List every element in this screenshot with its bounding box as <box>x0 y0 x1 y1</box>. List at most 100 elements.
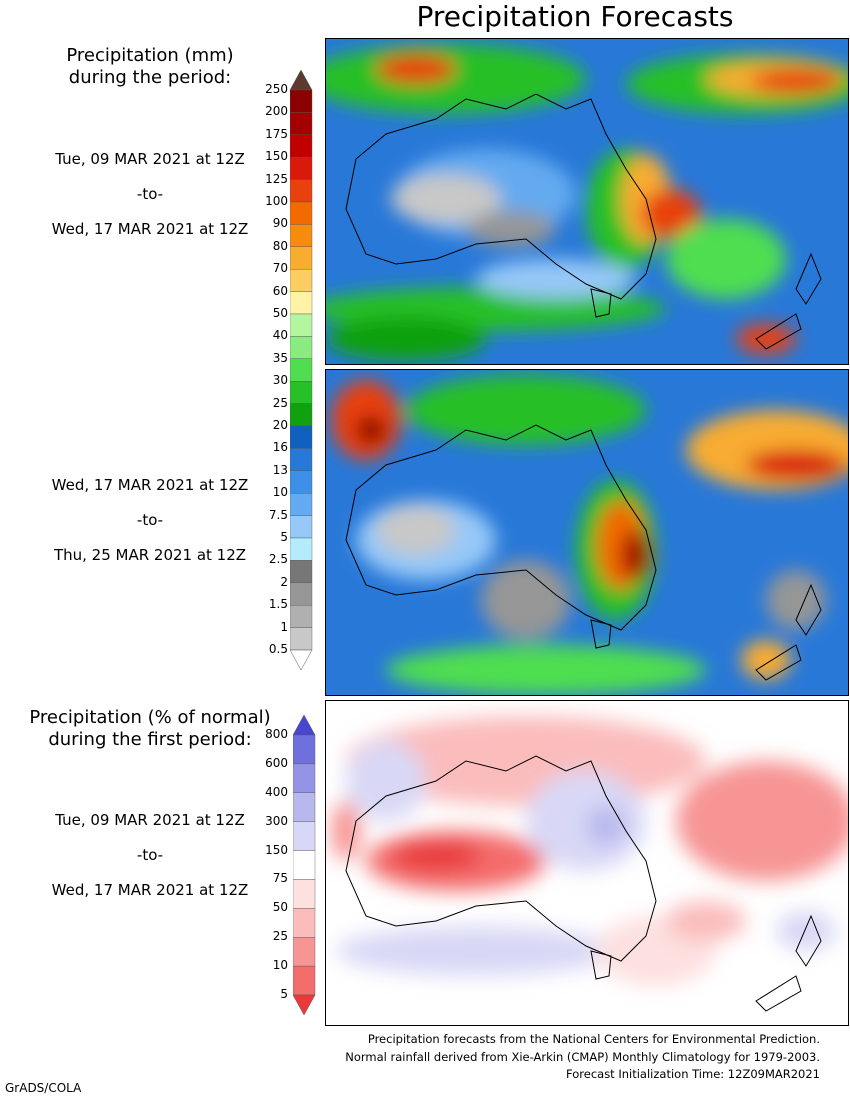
accumulation-colorbar <box>290 70 313 670</box>
colorbar-tick-label: 150 <box>265 842 288 857</box>
map-panel-percent-normal <box>325 700 849 1026</box>
colorbar-tick-label: 1.5 <box>268 597 288 612</box>
footer-line2: Normal rainfall derived from Xie-Arkin (… <box>345 1049 820 1064</box>
australia-coastline <box>345 93 657 300</box>
period3-end: Wed, 17 MAR 2021 at 12Z <box>51 881 249 899</box>
colorbar-tick-label: 400 <box>265 784 288 799</box>
percent-legend-heading-line2: during the first period: <box>48 729 252 750</box>
colorbar-tick-label: 70 <box>272 261 288 276</box>
page-title: Precipitation Forecasts <box>416 0 734 33</box>
colorbar-tick-label: 5 <box>280 530 288 544</box>
colorbar-segment <box>290 582 313 606</box>
colorbar-segment <box>290 425 313 449</box>
colorbar-tick-label: 50 <box>272 900 288 915</box>
colorbar-segment <box>290 448 313 471</box>
australia-coastline <box>345 424 657 631</box>
new-zealand-coastline <box>755 914 822 1012</box>
colorbar-tick-label: 90 <box>272 216 288 231</box>
period1-end: Wed, 17 MAR 2021 at 12Z <box>51 220 249 238</box>
map-panel-period2 <box>325 369 849 696</box>
precip-map-period1 <box>326 39 848 364</box>
colorbar-segment <box>290 156 313 180</box>
colorbar-tick-label: 30 <box>272 373 288 388</box>
colorbar-segment <box>290 560 313 583</box>
colorbar-tick-label: 10 <box>272 958 288 973</box>
percent-colorbar <box>293 715 316 1015</box>
colorbar-tick-label: 10 <box>272 485 288 500</box>
period2-to: -to- <box>136 511 164 529</box>
colorbar-tick-label: 2.5 <box>268 552 288 567</box>
period2-text: Wed, 17 MAR 2021 at 12Z -to- Thu, 25 MAR… <box>0 468 300 573</box>
tasmania-coastline <box>590 950 612 980</box>
colorbar-segment <box>293 908 316 938</box>
colorbar-segment <box>293 937 316 967</box>
colorbar-tick-label: 75 <box>272 871 288 886</box>
precip-map-period2 <box>326 370 848 695</box>
colorbar-segment <box>290 179 313 203</box>
period3-start: Tue, 09 MAR 2021 at 12Z <box>55 811 245 829</box>
colorbar-segment <box>290 268 313 292</box>
colorbar-tick-label: 800 <box>265 727 288 741</box>
colorbar-segment <box>290 112 313 136</box>
colorbar-segment <box>290 403 313 427</box>
accumulation-legend-heading-line2: during the period: <box>68 67 232 88</box>
period1-start: Tue, 09 MAR 2021 at 12Z <box>55 150 245 168</box>
period3-to: -to- <box>136 846 164 864</box>
period2-end: Thu, 25 MAR 2021 at 12Z <box>53 546 247 564</box>
new-zealand-coastline <box>755 583 822 681</box>
colorbar-segment <box>290 605 313 628</box>
colorbar-tick-label: 1 <box>280 619 288 634</box>
colorbar-tick-label: 60 <box>272 283 288 298</box>
colorbar-tick-label: 250 <box>265 82 288 96</box>
colorbar-tick-label: 80 <box>272 238 288 253</box>
colorbar-segment <box>290 470 313 494</box>
colorbar-tick-label: 2 <box>280 574 288 589</box>
colorbar-segment <box>290 358 313 382</box>
accumulation-legend-heading: Precipitation (mm) during the period: <box>40 45 260 89</box>
colorbar-segment <box>290 224 313 247</box>
map-panel-period1 <box>325 38 849 365</box>
colorbar-tick-label: 13 <box>272 462 288 477</box>
colorbar-top-arrow <box>293 715 316 736</box>
colorbar-tick-label: 50 <box>272 306 288 320</box>
colorbar-tick-label: 7.5 <box>268 507 288 522</box>
colorbar-tick-label: 35 <box>272 350 288 365</box>
colorbar-bottom-arrow <box>293 994 316 1015</box>
colorbar-segment <box>290 134 313 158</box>
colorbar-tick-label: 200 <box>265 104 288 119</box>
colorbar-segment <box>293 965 316 996</box>
colorbar-tick-label: 5 <box>280 987 288 1001</box>
colorbar-segment <box>293 879 316 909</box>
colorbar-segment <box>290 313 313 337</box>
colorbar-top-arrow <box>290 70 313 91</box>
percent-legend-heading: Precipitation (% of normal) during the f… <box>10 707 290 751</box>
colorbar-tick-label: 125 <box>265 171 288 186</box>
colorbar-tick-label: 300 <box>265 813 288 828</box>
colorbar-segment <box>290 537 313 561</box>
colorbar-tick-label: 0.5 <box>268 642 288 656</box>
period3-text: Tue, 09 MAR 2021 at 12Z -to- Wed, 17 MAR… <box>0 803 300 908</box>
percent-legend-heading-line1: Precipitation (% of normal) <box>29 707 271 728</box>
colorbar-tick-label: 25 <box>272 395 288 410</box>
accumulation-legend-heading-line1: Precipitation (mm) <box>66 45 234 66</box>
colorbar-tick-label: 20 <box>272 418 288 432</box>
colorbar-segment <box>290 336 313 359</box>
period2-start: Wed, 17 MAR 2021 at 12Z <box>51 476 249 494</box>
colorbar-segment <box>290 493 313 516</box>
colorbar-tick-label: 16 <box>272 440 288 455</box>
colorbar-tick-label: 100 <box>265 194 288 208</box>
tasmania-coastline <box>590 619 612 649</box>
colorbar-segment <box>293 763 316 793</box>
colorbar-tick-label: 175 <box>265 126 288 141</box>
colorbar-segment <box>290 246 313 270</box>
new-zealand-coastline <box>755 252 822 350</box>
colorbar-tick-label: 600 <box>265 755 288 770</box>
colorbar-segment <box>290 201 313 225</box>
colorbar-tick-label: 150 <box>265 149 288 164</box>
grads-credit: GrADS/COLA <box>5 1081 82 1095</box>
colorbar-segment <box>293 792 316 822</box>
period1-text: Tue, 09 MAR 2021 at 12Z -to- Wed, 17 MAR… <box>0 142 300 247</box>
colorbar-segment <box>293 821 316 851</box>
period1-to: -to- <box>136 185 164 203</box>
colorbar-tick-label: 40 <box>272 328 288 343</box>
